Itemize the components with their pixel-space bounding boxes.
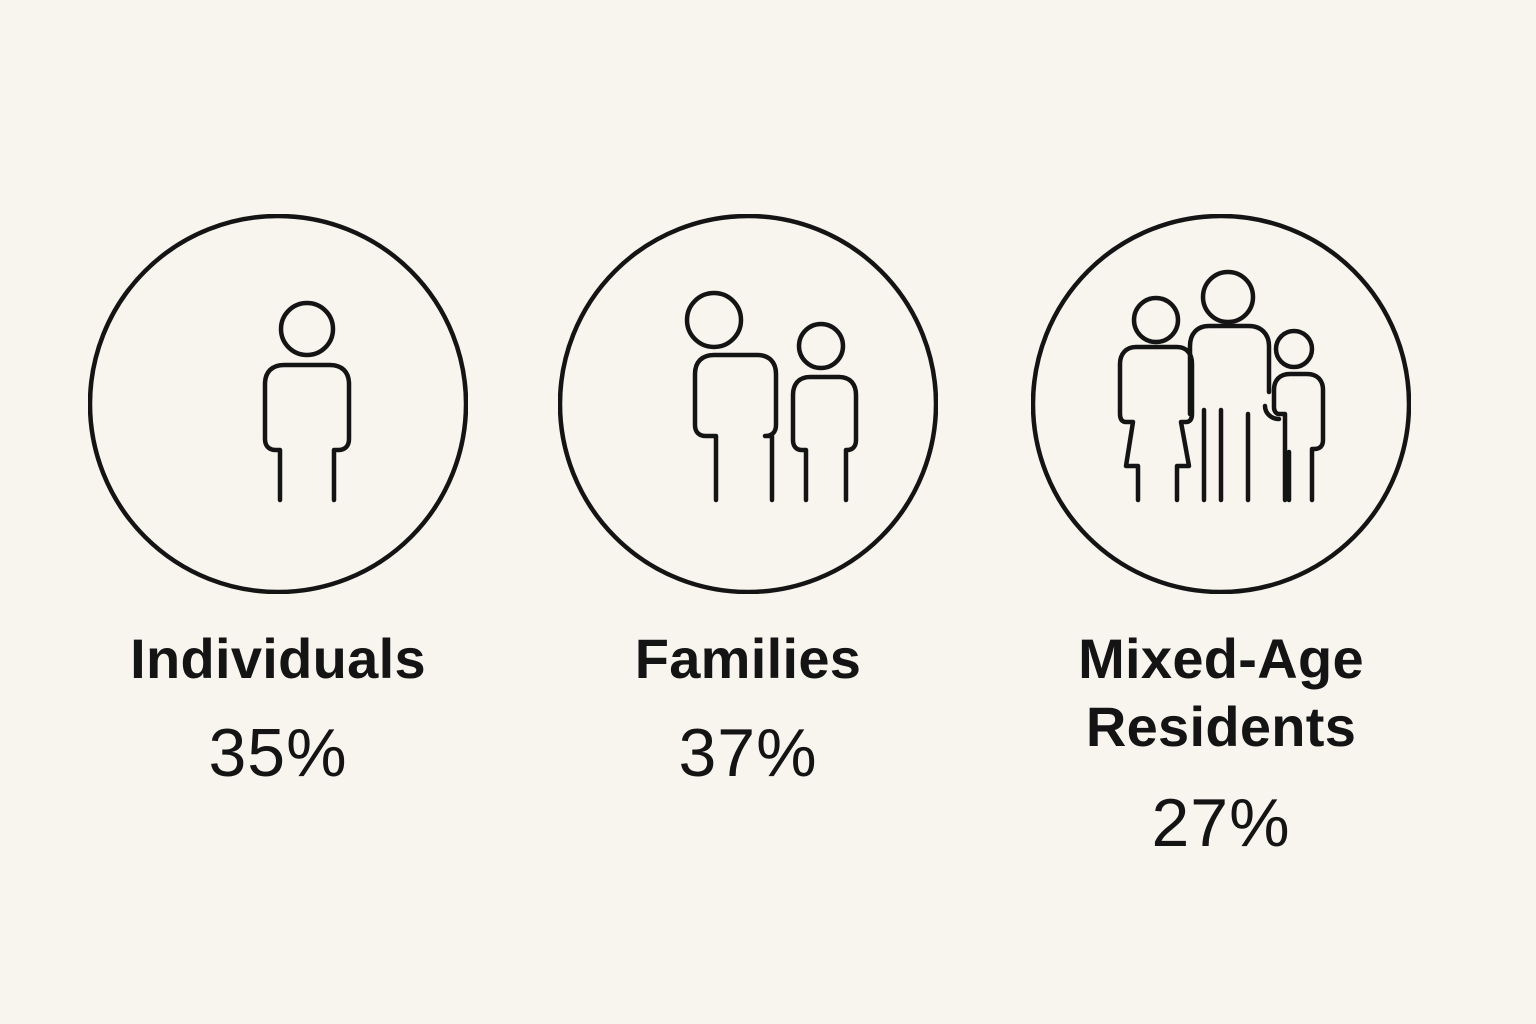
- category-families: Families 37%: [528, 0, 968, 1024]
- single-person-icon: [88, 214, 468, 594]
- category-individuals: Individuals 35%: [58, 0, 498, 1024]
- category-label: Mixed-Age Residents: [1001, 625, 1441, 761]
- two-people-icon: [558, 214, 938, 594]
- category-label: Individuals: [130, 627, 426, 690]
- category-label-line2: Residents: [1085, 695, 1357, 758]
- category-percent: 27%: [1151, 785, 1291, 861]
- three-people-icon: [1031, 214, 1411, 594]
- category-mixed-age-residents: Mixed-Age Residents 27%: [1001, 0, 1441, 1024]
- category-percent: 37%: [678, 715, 818, 791]
- category-label: Families: [634, 627, 862, 690]
- category-percent: 35%: [208, 715, 348, 791]
- category-label-line1: Mixed-Age: [1078, 627, 1364, 690]
